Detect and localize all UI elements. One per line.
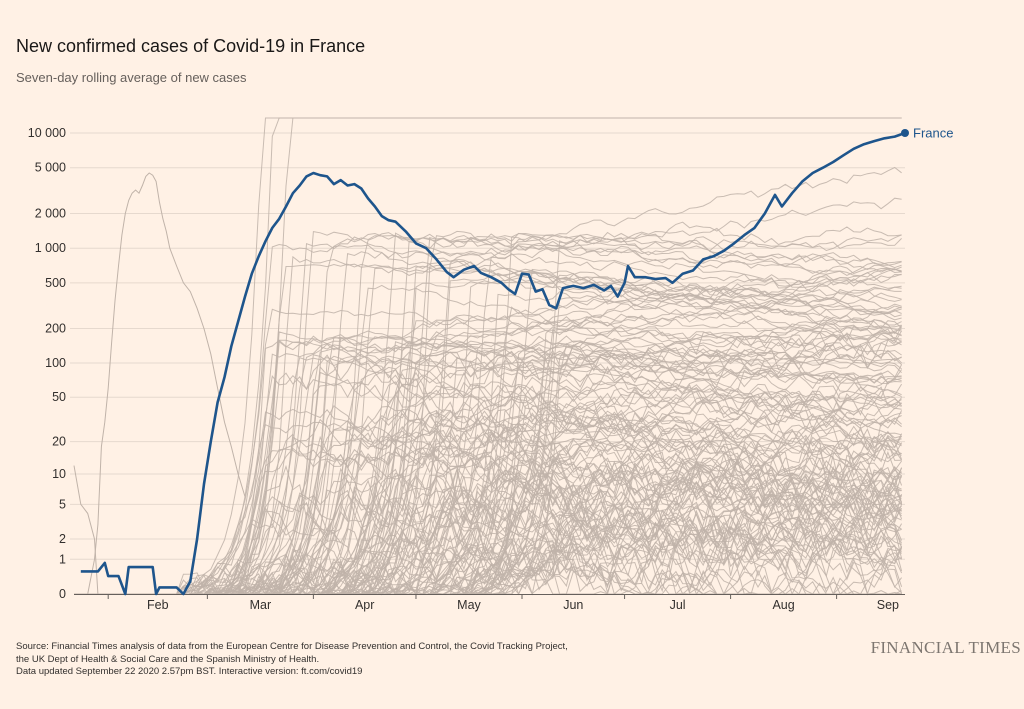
y-tick-label: 1 <box>59 552 66 566</box>
y-tick-label: 20 <box>52 435 66 449</box>
y-tick-label: 500 <box>45 276 66 290</box>
x-tick-label: Aug <box>772 598 794 612</box>
y-axis-labels: 0 1 2 5 10 20 50 100 200 500 1 000 2 000 5 000 10 000 <box>28 126 66 601</box>
source-line-1: Source: Financial Times analysis of data… <box>16 641 568 652</box>
y-tick-label: 2 000 <box>35 207 66 221</box>
france-line <box>80 131 906 596</box>
country-line-early <box>73 465 99 595</box>
country-line <box>74 369 903 595</box>
ft-logo: FINANCIAL TIMES <box>870 638 1021 657</box>
country-line <box>74 408 903 595</box>
x-tick-label: Mar <box>250 598 272 612</box>
x-tick-label: May <box>457 598 481 612</box>
country-line <box>74 425 902 595</box>
country-line <box>74 330 903 595</box>
chart-subtitle: Seven-day rolling average of new cases <box>16 70 247 85</box>
country-line <box>74 335 902 595</box>
country-line <box>74 464 903 595</box>
country-line <box>74 440 902 595</box>
source-line-3: Data updated September 22 2020 2.57pm BS… <box>16 666 363 677</box>
source-line-2: the UK Dept of Health & Social Care and … <box>16 653 320 665</box>
y-tick-label: 200 <box>45 322 66 336</box>
country-line <box>74 408 902 595</box>
y-tick-label: 0 <box>59 587 66 601</box>
y-tick-label: 5 000 <box>35 161 66 175</box>
chart-title: New confirmed cases of Covid-19 in Franc… <box>16 36 366 56</box>
x-tick-label: Jun <box>563 598 583 612</box>
y-tick-label: 2 <box>59 532 66 546</box>
country-line-china <box>80 172 246 595</box>
country-line <box>74 325 902 595</box>
france-label: France <box>913 126 953 141</box>
y-tick-label: 1 000 <box>35 241 66 255</box>
y-tick-label: 10 <box>52 467 66 481</box>
y-tick-label: 50 <box>52 390 66 404</box>
y-tick-label: 5 <box>59 497 66 511</box>
france-series: France <box>80 126 953 596</box>
x-axis: Feb Mar Apr May Jun Jul Aug Sep <box>74 594 905 612</box>
source-footer: Source: Financial Times analysis of data… <box>16 641 568 679</box>
x-tick-label: Jul <box>670 598 686 612</box>
x-tick-label: Feb <box>147 598 169 612</box>
x-tick-label: Sep <box>877 598 899 612</box>
y-tick-label: 100 <box>45 356 66 370</box>
y-tick-label: 10 000 <box>28 126 66 140</box>
x-tick-label: Apr <box>355 598 374 612</box>
france-end-dot <box>901 129 909 137</box>
